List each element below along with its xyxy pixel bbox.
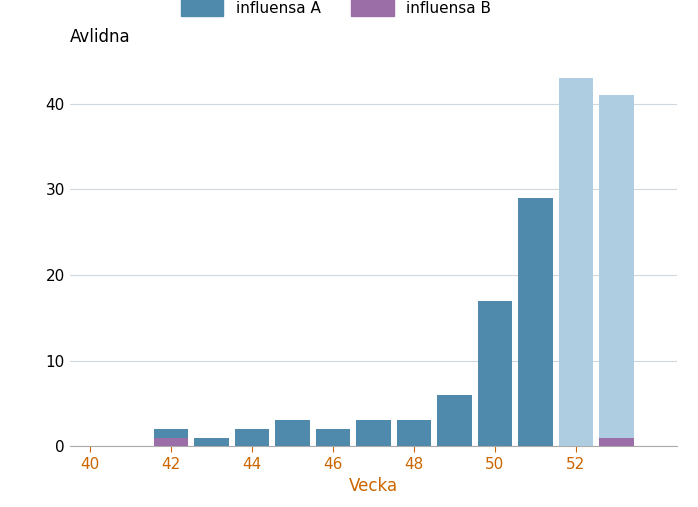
Legend: influensa A, influensa B: influensa A, influensa B [181,0,491,16]
X-axis label: Vecka: Vecka [349,477,398,495]
Bar [154,438,188,446]
Bar [599,95,634,446]
Bar [437,395,472,446]
Bar [154,429,188,446]
Bar [518,198,553,446]
Bar [275,420,310,446]
Text: Avlidna: Avlidna [70,27,131,46]
Bar [356,420,391,446]
Bar [599,438,634,446]
Bar [315,429,350,446]
Bar [558,78,593,446]
Bar [235,429,269,446]
Bar [396,420,431,446]
Bar [194,438,229,446]
Bar [477,301,512,446]
